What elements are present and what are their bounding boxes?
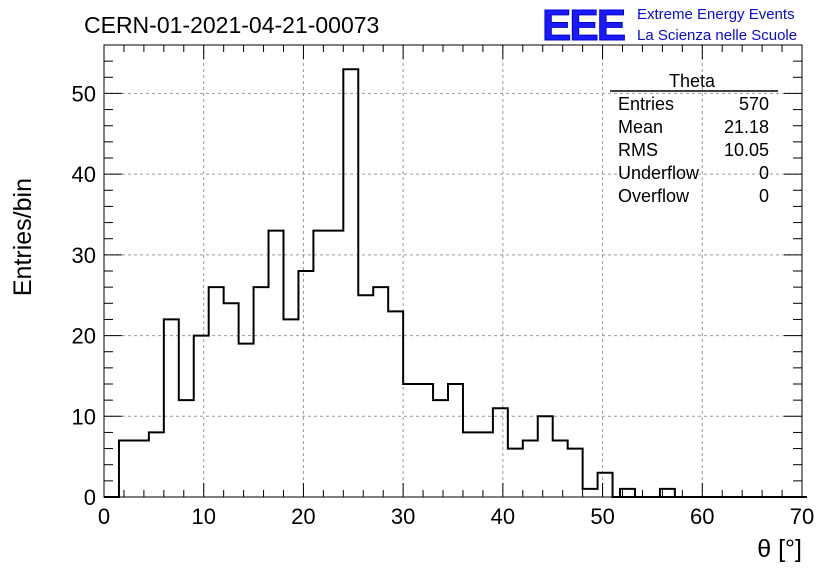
stats-value: 0 bbox=[759, 186, 769, 206]
histogram-bin bbox=[239, 344, 254, 497]
eee-logo: EEE Extreme Energy Events La Scienza nel… bbox=[542, 1, 798, 51]
histogram-outline bbox=[104, 68, 807, 498]
x-tick-label: 50 bbox=[590, 504, 614, 529]
histogram-bin bbox=[658, 487, 676, 497]
histogram-bin bbox=[224, 303, 239, 497]
histogram-bin bbox=[523, 441, 538, 498]
y-tick-label: 10 bbox=[72, 404, 96, 429]
logo-subtitle-2: La Scienza nelle Scuole bbox=[637, 27, 797, 44]
histogram-bin bbox=[269, 231, 284, 497]
histogram-bin bbox=[149, 432, 164, 497]
histogram-bin bbox=[164, 319, 179, 497]
grid-lines bbox=[104, 45, 802, 497]
histogram-bin bbox=[254, 287, 269, 497]
histogram-bin bbox=[358, 295, 373, 497]
histogram-bin bbox=[343, 69, 358, 497]
x-tick-labels: 0 10 20 30 40 50 60 70 bbox=[98, 504, 814, 529]
axis-ticks bbox=[103, 44, 803, 498]
x-tick-label: 40 bbox=[491, 504, 515, 529]
x-tick-label: 10 bbox=[191, 504, 215, 529]
histogram-bin bbox=[119, 441, 134, 498]
histogram-bin bbox=[433, 400, 448, 497]
histogram-bin bbox=[508, 449, 523, 497]
histogram-bin bbox=[209, 287, 224, 497]
stats-label: Mean bbox=[618, 117, 663, 137]
histogram-bin bbox=[179, 400, 194, 497]
histogram-bin bbox=[538, 416, 553, 497]
histogram-bin bbox=[388, 311, 403, 497]
histogram-bin bbox=[373, 287, 388, 497]
y-tick-label: 0 bbox=[84, 485, 96, 510]
logo-text: EEE bbox=[542, 1, 625, 50]
histogram-bin bbox=[134, 441, 149, 498]
histogram-bin bbox=[568, 449, 583, 497]
histogram-bin bbox=[463, 432, 478, 497]
histogram-bin bbox=[448, 384, 463, 497]
y-tick-label: 40 bbox=[72, 162, 96, 187]
x-tick-label: 0 bbox=[98, 504, 110, 529]
histogram-bin bbox=[598, 473, 613, 497]
plot-frame bbox=[103, 44, 803, 498]
y-tick-label: 50 bbox=[72, 81, 96, 106]
histogram-bin bbox=[328, 231, 343, 497]
stats-label: RMS bbox=[618, 140, 658, 160]
stats-value: 21.18 bbox=[724, 117, 769, 137]
histogram-bin bbox=[619, 487, 636, 497]
stats-label: Underflow bbox=[618, 163, 700, 183]
histogram-layer bbox=[104, 68, 807, 498]
y-tick-label: 30 bbox=[72, 243, 96, 268]
stats-label: Overflow bbox=[618, 186, 690, 206]
histogram-bin bbox=[493, 408, 508, 497]
x-tick-label: 20 bbox=[291, 504, 315, 529]
stats-value: 0 bbox=[759, 163, 769, 183]
stats-box: Theta Entries 570 Mean 21.18 RMS 10.05 Underfl… bbox=[610, 71, 778, 206]
x-axis-title: θ [°] bbox=[757, 535, 802, 563]
histogram-bin bbox=[553, 441, 568, 498]
stats-label: Entries bbox=[618, 94, 674, 114]
histogram-bin bbox=[418, 384, 433, 497]
stats-value: 570 bbox=[739, 94, 769, 114]
x-tick-label: 70 bbox=[790, 504, 814, 529]
histogram-bin bbox=[583, 489, 598, 497]
x-tick-label: 60 bbox=[690, 504, 714, 529]
y-tick-labels: 0 10 20 30 40 50 bbox=[72, 81, 96, 510]
stats-title: Theta bbox=[669, 71, 716, 91]
histogram-bin bbox=[313, 231, 328, 497]
stats-value: 10.05 bbox=[724, 140, 769, 160]
histogram-bin bbox=[478, 432, 493, 497]
histogram-bin bbox=[298, 271, 313, 497]
y-axis-title: Entries/bin bbox=[9, 178, 37, 296]
x-tick-label: 30 bbox=[391, 504, 415, 529]
histogram-bin bbox=[403, 384, 418, 497]
y-tick-label: 20 bbox=[72, 324, 96, 349]
histogram-bin bbox=[283, 319, 298, 497]
logo-subtitle-1: Extreme Energy Events bbox=[637, 6, 795, 23]
run-title: CERN-01-2021-04-21-00073 bbox=[84, 12, 379, 38]
